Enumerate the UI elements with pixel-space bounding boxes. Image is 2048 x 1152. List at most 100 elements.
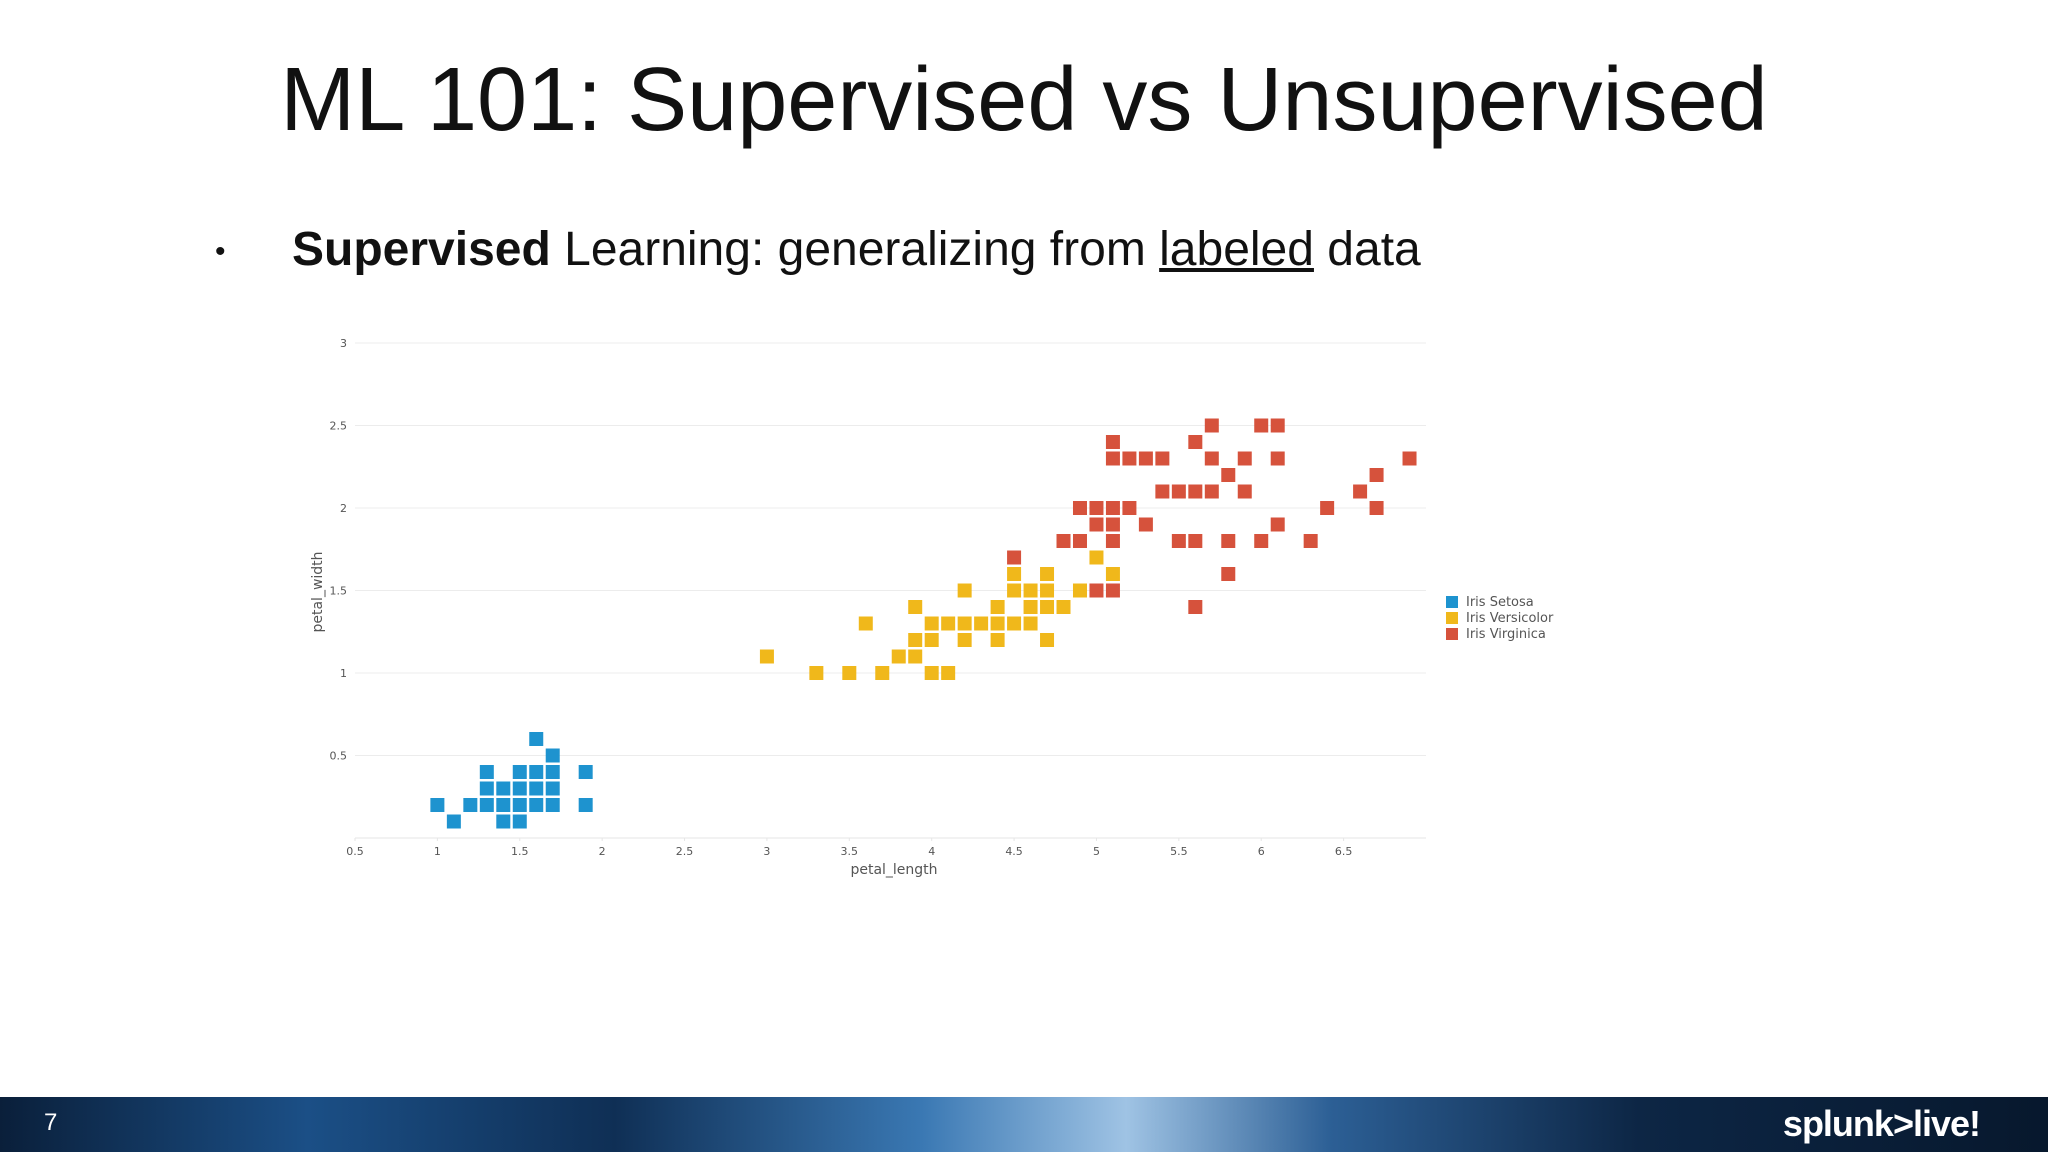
scatter-point [479,765,494,779]
scatter-point [578,798,593,812]
scatter-point [446,814,461,829]
slide-title: ML 101: Supervised vs Unsupervised [280,50,1768,150]
scatter-point [1155,484,1170,499]
x-tick-label: 2.5 [676,845,694,858]
x-axis-label: petal_length [850,862,937,878]
scatter-point [1221,567,1236,581]
scatter-point [1040,633,1055,647]
y-tick-label: 3 [340,337,347,350]
scatter-point [1089,550,1104,565]
scatter-point [1072,501,1087,515]
scatter-point [908,600,923,614]
scatter-point [1221,468,1236,482]
scatter-point [1007,550,1022,565]
scatter-point [1007,567,1022,581]
bold-text: Supervised [292,223,551,276]
scatter-point [1402,451,1417,466]
scatter-point [1155,451,1170,466]
x-tick-label: 5 [1093,845,1100,858]
scatter-point [578,765,593,779]
scatter-point [496,798,511,812]
scatter-point [1040,600,1055,614]
x-tick-label: 1 [434,845,441,858]
legend-swatch [1446,628,1458,640]
page-number: 7 [44,1109,58,1136]
scatter-point [842,666,857,680]
y-tick-label: 2.5 [330,420,348,433]
x-tick-label: 2 [599,845,606,858]
scatter-point [990,616,1005,631]
x-tick-label: 6 [1258,845,1265,858]
scatter-point [1254,418,1269,433]
scatter-point [1221,534,1236,548]
scatter-point [1089,501,1104,515]
scatter-point [1171,534,1186,548]
scatter-point [1138,517,1153,532]
scatter-point [545,781,560,796]
bullet-text-end: data [1327,223,1421,276]
scatter-point [1270,517,1285,532]
scatter-point [875,666,890,680]
x-tick-label: 4.5 [1005,845,1023,858]
scatter-point [974,616,989,631]
scatter-point [1369,501,1384,515]
scatter-point [1056,600,1071,614]
scatter-point [529,765,544,779]
scatter-point [529,781,544,796]
x-tick-label: 6.5 [1335,845,1353,858]
scatter-point [1023,583,1038,598]
scatter-point [512,765,527,779]
scatter-point [529,732,544,746]
scatter-point [1237,451,1252,466]
scatter-point [759,649,774,664]
underlined-text: labeled [1159,223,1314,276]
scatter-point [809,666,824,680]
bullet: • Supervised Learning: generalizing from … [215,218,1421,284]
scatter-point [1105,534,1120,548]
scatter-point [1105,451,1120,466]
scatter-point [1072,534,1087,548]
scatter-point [1270,418,1285,433]
scatter-point [957,616,972,631]
scatter-point [512,798,527,812]
scatter-point [1122,451,1137,466]
scatter-point [1204,484,1219,499]
scatter-point [908,649,923,664]
scatter-point [496,781,511,796]
scatter-point [1303,534,1318,548]
scatter-point [463,798,478,812]
scatter-point [545,765,560,779]
y-axis-label: petal_width [310,551,326,632]
scatter-point [1007,616,1022,631]
x-tick-label: 3.5 [841,845,859,858]
footer-banner: 7 splunk>live! [0,1097,2048,1152]
scatter-point [479,781,494,796]
y-tick-label: 0.5 [330,750,348,763]
x-tick-label: 0.5 [346,845,364,858]
x-tick-label: 3 [763,845,770,858]
scatter-point [512,814,527,829]
scatter-point [957,583,972,598]
legend-label: Iris Setosa [1466,595,1534,610]
y-tick-label: 2 [340,502,347,515]
chart: petal_length petal_width 0.5 1 1.5 2 2.5 3 0.5… [310,337,1554,878]
scatter-point [1007,583,1022,598]
scatter-point [1089,517,1104,532]
logo: splunk>live! [1782,1103,1981,1144]
x-tick-label: 1.5 [511,845,529,858]
scatter-point [924,633,939,647]
scatter-point [479,798,494,812]
scatter-point [957,633,972,647]
scatter-point [924,616,939,631]
scatter-point [1138,451,1153,466]
scatter-point [990,600,1005,614]
scatter-point [1237,484,1252,499]
x-tick-label: 5.5 [1170,845,1188,858]
scatter-point [545,748,560,763]
scatter-point [891,649,906,664]
legend-label: Iris Versicolor [1466,611,1554,626]
scatter-point [1188,435,1203,449]
scatter-point [908,633,923,647]
bullet-text: Learning: generalizing from [564,223,1146,276]
scatter-point [1072,583,1087,598]
